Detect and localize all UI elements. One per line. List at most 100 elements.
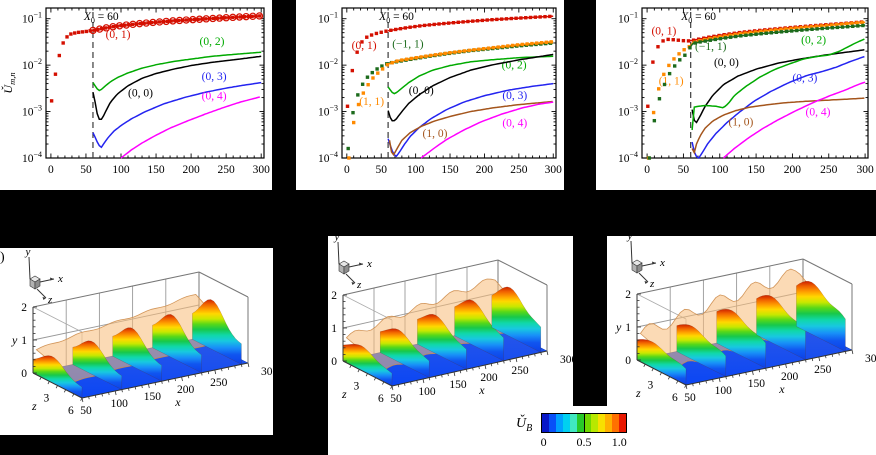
svg-text:200: 200	[480, 372, 498, 384]
svg-text:250: 250	[510, 164, 527, 176]
svg-text:(−1, 1): (−1, 1)	[695, 41, 727, 53]
slice-x110	[72, 340, 123, 391]
svg-text:(0, 1): (0, 1)	[352, 40, 377, 52]
svg-text:200: 200	[781, 371, 799, 383]
svg-text:50: 50	[678, 164, 690, 176]
svg-text:300: 300	[865, 353, 876, 365]
svg-text:50: 50	[375, 164, 387, 176]
svg-text:300: 300	[560, 354, 573, 366]
svg-text:(0, 1): (0, 1)	[106, 29, 131, 41]
slice-x290	[192, 299, 242, 365]
svg-text:(1, 0): (1, 0)	[728, 117, 753, 129]
svg-text:200: 200	[182, 164, 200, 176]
coordinate-triad-icon: y xz	[627, 236, 665, 290]
svg-text:10−4: 10−4	[22, 150, 42, 165]
y-axis-label: Ǔm,n	[0, 72, 17, 93]
series-(0, 0): (0, 0)	[691, 49, 865, 124]
svg-text:1: 1	[331, 323, 337, 335]
svg-text:50: 50	[80, 164, 92, 176]
series-(0, 2): (0, 2)	[92, 36, 262, 92]
colorbar-label: ǓB	[516, 416, 533, 434]
series-(1, 1): (1, 1)	[347, 40, 554, 160]
svg-text:300: 300	[261, 366, 273, 378]
colorbar-band	[619, 414, 626, 432]
log-line-chart-b: 0 50 100 150 200 250 300 10−4 10−3 10−2 10−1 X0 = 6…	[318, 7, 562, 176]
svg-text:100: 100	[111, 398, 129, 410]
svg-text:150: 150	[147, 164, 165, 176]
svg-text:(0, 3): (0, 3)	[502, 90, 527, 102]
svg-text:10−2: 10−2	[618, 57, 638, 72]
surface-slices	[636, 281, 846, 386]
svg-text:100: 100	[418, 386, 436, 398]
svg-text:50: 50	[80, 405, 92, 417]
svg-text:(1, 1): (1, 1)	[359, 96, 384, 108]
svg-text:0: 0	[21, 368, 27, 380]
svg-text:y: y	[11, 333, 18, 347]
slice-x50	[636, 339, 687, 386]
colorbar-band	[570, 414, 577, 432]
svg-text:z: z	[341, 387, 347, 401]
svg-text:(0, 2): (0, 2)	[200, 36, 225, 48]
svg-text:1: 1	[21, 335, 27, 347]
svg-text:x: x	[778, 382, 785, 396]
colorbar-band	[577, 414, 584, 432]
series-(0, 4): (0, 4)	[120, 91, 260, 159]
colorbar-band	[591, 414, 598, 432]
svg-text:X0 = 60: X0 = 60	[378, 11, 414, 25]
slice-x230	[454, 299, 504, 362]
colorbar-band	[598, 414, 605, 432]
svg-text:(0, 3): (0, 3)	[202, 71, 227, 83]
series-(0, 3): (0, 3)	[691, 55, 865, 160]
slice-x170	[112, 327, 162, 382]
svg-text:6: 6	[68, 405, 74, 417]
coordinate-triad-icon: y xz	[25, 248, 63, 306]
colorbar-band	[542, 414, 549, 432]
colorbar-band	[563, 414, 570, 432]
series-(1, 0): (1, 0)	[388, 100, 553, 157]
svg-text:1: 1	[625, 322, 631, 334]
series-(0, 1): (0, 1)	[49, 12, 264, 103]
svg-text:10−1: 10−1	[318, 11, 338, 26]
colorbar-ticks: 0 0.5 1.0	[541, 435, 627, 451]
svg-text:200: 200	[476, 164, 494, 176]
svg-text:(0, 4): (0, 4)	[202, 91, 227, 103]
colorbar-midline	[584, 414, 585, 432]
panel-surface-f: 012y36z50100150200250300xyxz	[607, 236, 876, 455]
colorbar-band	[584, 414, 591, 432]
colorbar-tick-10: 1.0	[611, 435, 627, 449]
svg-text:100: 100	[711, 164, 729, 176]
slice-x170	[417, 314, 467, 370]
svg-text:3: 3	[44, 393, 50, 405]
svg-text:150: 150	[441, 164, 459, 176]
svg-text:50: 50	[684, 392, 696, 404]
panel-chart-c: 0 50 100 150 200 250 300 10−4 10−3 10−2 10−1 X0 = 6…	[596, 0, 876, 190]
svg-text:(0, 0): (0, 0)	[128, 88, 153, 100]
svg-text:x: x	[57, 273, 63, 285]
svg-text:x: x	[659, 257, 665, 269]
svg-text:200: 200	[177, 384, 195, 396]
svg-text:250: 250	[511, 365, 529, 377]
series-(0, 4): (0, 4)	[722, 81, 866, 159]
svg-text:x: x	[174, 395, 181, 409]
svg-text:(0, 0): (0, 0)	[714, 57, 739, 69]
svg-text:2: 2	[625, 289, 631, 301]
svg-text:10−1: 10−1	[618, 11, 638, 26]
svg-text:150: 150	[449, 379, 467, 391]
colorbar-band	[549, 414, 556, 432]
svg-text:0: 0	[625, 355, 631, 367]
svg-text:0: 0	[344, 164, 350, 176]
slice-x170	[716, 308, 766, 369]
svg-text:6: 6	[672, 392, 678, 404]
slice-x290	[491, 286, 542, 353]
svg-text:2: 2	[331, 290, 337, 302]
svg-text:10−3: 10−3	[22, 104, 42, 119]
series-(0, 3): (0, 3)	[387, 82, 554, 158]
svg-text:y: y	[627, 236, 633, 242]
svg-text:150: 150	[144, 391, 162, 403]
slice-x50	[342, 343, 393, 387]
surface-slices	[32, 299, 242, 399]
svg-text:x: x	[478, 383, 485, 397]
colorbar: ǓB 0 0.5 1.0	[512, 406, 634, 455]
slice-x230	[152, 314, 202, 374]
svg-text:0: 0	[48, 164, 54, 176]
